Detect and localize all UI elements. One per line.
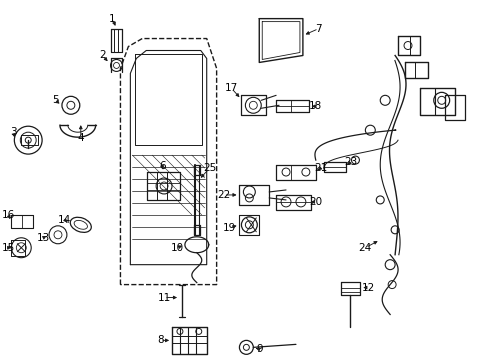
- Text: 12: 12: [362, 283, 375, 293]
- Text: 25: 25: [203, 163, 216, 173]
- Text: 10: 10: [171, 243, 184, 253]
- Text: 18: 18: [309, 101, 322, 111]
- Text: 7: 7: [316, 24, 322, 33]
- Text: 14: 14: [58, 215, 72, 225]
- Text: 21: 21: [314, 163, 327, 173]
- Text: 19: 19: [223, 223, 236, 233]
- Text: 5: 5: [51, 95, 58, 105]
- Text: 17: 17: [225, 84, 238, 93]
- Text: 23: 23: [344, 157, 357, 167]
- Text: 15: 15: [2, 243, 15, 253]
- Text: 20: 20: [309, 197, 322, 207]
- Text: 4: 4: [77, 133, 84, 143]
- Text: 9: 9: [256, 345, 263, 354]
- Text: 16: 16: [2, 210, 15, 220]
- Text: 2: 2: [99, 50, 106, 60]
- Text: 6: 6: [159, 161, 166, 171]
- Text: 13: 13: [36, 233, 49, 243]
- Text: 24: 24: [359, 243, 372, 253]
- Text: 22: 22: [217, 190, 230, 200]
- Text: 11: 11: [157, 293, 171, 302]
- Text: 1: 1: [109, 14, 116, 24]
- Text: 8: 8: [157, 336, 164, 345]
- Text: 3: 3: [10, 127, 17, 137]
